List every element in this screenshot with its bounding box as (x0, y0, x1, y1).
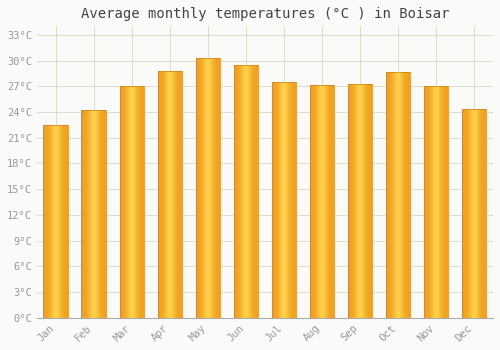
Bar (44, 125, 68, 318)
Title: Average monthly temperatures (°C ) in Boisar: Average monthly temperatures (°C ) in Bo… (80, 7, 449, 21)
Bar (462, 110, 486, 318)
Bar (272, 82, 296, 318)
Bar (348, 84, 372, 318)
Bar (310, 85, 334, 318)
Bar (120, 86, 144, 318)
Bar (424, 86, 448, 318)
Bar (82, 110, 106, 318)
Bar (234, 65, 258, 318)
Bar (386, 72, 410, 318)
Bar (158, 71, 182, 318)
Bar (196, 58, 220, 318)
